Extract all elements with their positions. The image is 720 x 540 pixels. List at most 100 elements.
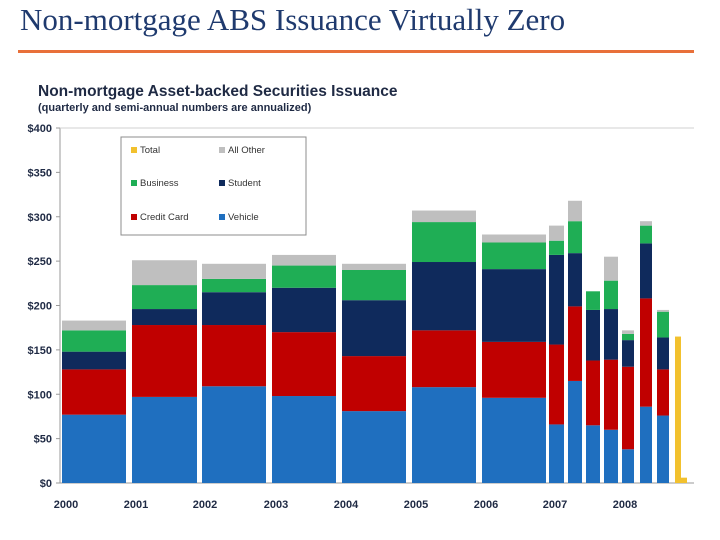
bar-segment-student <box>586 309 600 361</box>
x-tick-label: 2002 <box>193 499 217 511</box>
bar-segment-all-other <box>202 263 266 279</box>
bar-segment-all-other <box>342 263 406 270</box>
y-tick-label: $400 <box>28 123 52 135</box>
x-tick-label: 2001 <box>124 499 148 511</box>
legend-box <box>120 136 307 236</box>
bar-segment-all-other <box>622 330 634 334</box>
y-tick-label: $0 <box>40 478 52 490</box>
bar-segment-all-other <box>62 320 126 331</box>
bar-segment-student <box>202 292 266 326</box>
legend-swatch-all-other <box>219 147 225 153</box>
bar-segment-credit-card <box>412 330 476 388</box>
bar-segment-business <box>640 225 652 244</box>
bar-segment-student <box>568 253 582 307</box>
bar-segment-vehicle <box>640 406 652 483</box>
y-tick-label: $150 <box>28 345 52 357</box>
bar-segment-student <box>342 300 406 357</box>
bar-segment-vehicle <box>568 380 582 483</box>
bar-segment-credit-card <box>622 366 634 450</box>
bar-segment-business <box>482 242 546 270</box>
bar-segment-credit-card <box>549 344 564 425</box>
legend-label-all-other: All Other <box>228 145 265 156</box>
legend-swatch-student <box>219 180 225 186</box>
bar-segment-student <box>272 287 336 333</box>
bar-segment-business <box>132 285 197 310</box>
bar-segment-business <box>568 221 582 254</box>
bar-segment-business <box>202 278 266 293</box>
y-tick-label: $300 <box>28 212 52 224</box>
bar-segment-credit-card <box>342 356 406 412</box>
bar-segment-vehicle <box>202 386 266 483</box>
y-tick-label: $200 <box>28 301 52 313</box>
chart-subtitle: (quarterly and semi-annual numbers are a… <box>38 102 312 114</box>
chart-title: Non-mortgage Asset-backed Securities Iss… <box>38 83 398 100</box>
y-tick-label: $50 <box>34 434 52 446</box>
bar-segment-business <box>62 330 126 352</box>
bar-segment-credit-card <box>62 369 126 415</box>
y-tick-label: $250 <box>28 256 52 268</box>
x-tick-label: 2000 <box>54 499 78 511</box>
bar-segment-credit-card <box>640 298 652 407</box>
bar-segment-student <box>132 309 197 326</box>
legend-swatch-vehicle <box>219 214 225 220</box>
bar-segment-business <box>604 280 618 310</box>
bar-segment-all-other <box>549 225 564 241</box>
bar-segment-student <box>604 309 618 360</box>
bar-segment-vehicle <box>549 424 564 483</box>
bar-segment-credit-card <box>482 341 546 398</box>
bar-segment-vehicle <box>482 397 546 483</box>
bar-segment-credit-card <box>604 359 618 430</box>
bar-segment-all-other <box>482 234 546 243</box>
bar-segment-all-other <box>412 210 476 223</box>
title-rule <box>18 50 694 53</box>
bar-segment-business <box>622 333 634 341</box>
bar-segment-credit-card <box>657 369 669 416</box>
bar-segment-vehicle <box>412 387 476 483</box>
bar-segment-business <box>272 265 336 288</box>
bar-segment-total <box>681 477 687 483</box>
bar-segment-credit-card <box>568 306 582 381</box>
y-tick-label: $100 <box>28 389 52 401</box>
bar-segment-student <box>657 337 669 370</box>
x-tick-label: 2008 <box>613 499 637 511</box>
bar-segment-vehicle <box>132 396 197 483</box>
bar-segment-business <box>342 270 406 301</box>
legend-label-student: Student <box>228 178 261 189</box>
bar-segment-vehicle <box>622 449 634 483</box>
legend-swatch-business <box>131 180 137 186</box>
bar-segment-student <box>62 351 126 370</box>
x-tick-label: 2005 <box>404 499 428 511</box>
bar-segment-student <box>412 262 476 331</box>
bar-segment-all-other <box>604 256 618 281</box>
y-tick-label: $350 <box>28 167 52 179</box>
bar-segment-all-other <box>272 254 336 266</box>
bar-segment-credit-card <box>272 332 336 397</box>
bar-segment-student <box>622 340 634 367</box>
bar-segment-all-other <box>657 309 669 312</box>
bar-segment-vehicle <box>342 411 406 483</box>
bar-segment-student <box>482 269 546 342</box>
legend-swatch-credit-card <box>131 214 137 220</box>
x-tick-label: 2007 <box>543 499 567 511</box>
legend-swatch-total <box>131 147 137 153</box>
bar-segment-vehicle <box>657 415 669 483</box>
slide-title: Non-mortgage ABS Issuance Virtually Zero <box>20 2 566 37</box>
bar-segment-credit-card <box>586 360 600 426</box>
bar-segment-business <box>412 222 476 263</box>
bar-segment-credit-card <box>132 325 197 397</box>
legend-label-total: Total <box>140 145 160 156</box>
bar-segment-all-other <box>568 200 582 222</box>
bar-segment-business <box>657 311 669 338</box>
bar-segment-all-other <box>640 221 652 226</box>
x-tick-label: 2003 <box>264 499 288 511</box>
x-tick-label: 2004 <box>334 499 359 511</box>
bar-segment-vehicle <box>62 414 126 483</box>
bar-segment-all-other <box>132 260 197 286</box>
bar-segment-student <box>640 243 652 299</box>
bar-segment-vehicle <box>604 429 618 483</box>
bar-segment-credit-card <box>202 325 266 387</box>
legend-label-vehicle: Vehicle <box>228 212 259 223</box>
bar-segment-student <box>549 254 564 345</box>
legend-label-credit-card: Credit Card <box>140 212 189 223</box>
